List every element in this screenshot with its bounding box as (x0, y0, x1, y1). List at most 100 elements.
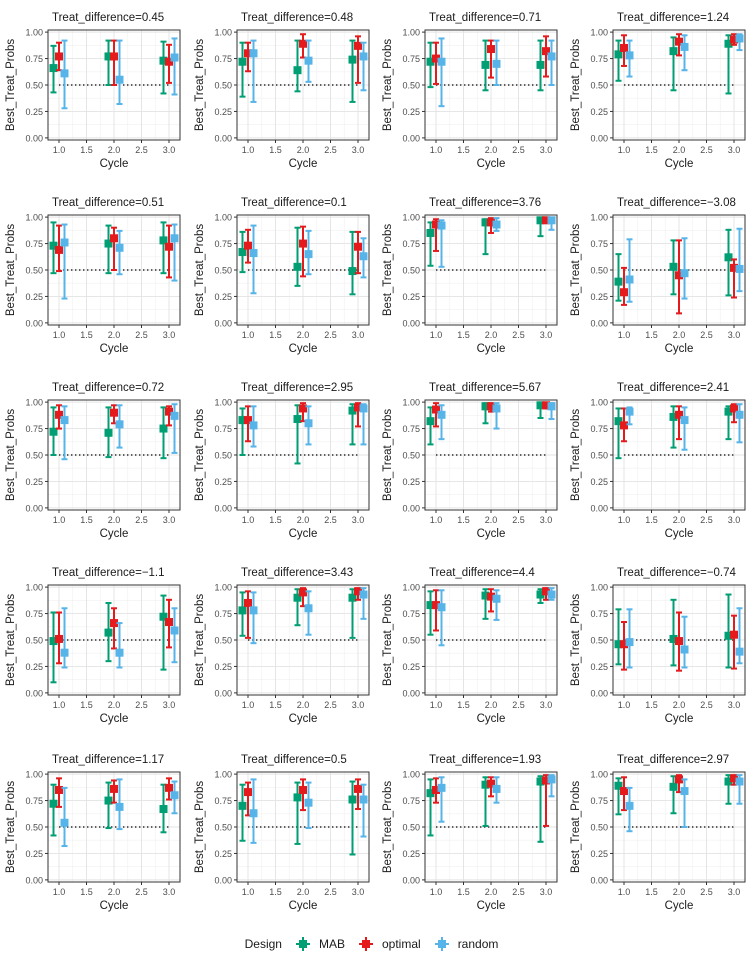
errorbar-optimal (244, 228, 252, 264)
x-tick-label: 1.0 (618, 145, 631, 155)
errorbar-optimal (675, 405, 683, 441)
errorbar-random (437, 219, 446, 268)
x-tick-label: 2.5 (324, 515, 337, 525)
point-optimal (675, 410, 683, 419)
point-mab (426, 57, 435, 66)
errorbar-optimal (432, 589, 440, 632)
y-axis-title: Best_Treat_Probs (194, 39, 206, 132)
x-tick-label: 1.0 (430, 515, 443, 525)
y-tick-label: 0.25 (402, 292, 420, 302)
point-random (170, 53, 179, 62)
y-tick-label: 0.25 (25, 107, 43, 117)
x-tick-label: 1.5 (269, 515, 282, 525)
errorbar-random (547, 587, 556, 601)
errorbar-mab (159, 40, 168, 95)
y-tick-label: 0.50 (214, 823, 232, 833)
point-mab (669, 782, 678, 791)
point-mab (614, 640, 623, 649)
point-random (492, 404, 501, 413)
x-tick-label: 3.0 (728, 515, 741, 525)
point-optimal (542, 216, 550, 225)
point-optimal (55, 52, 63, 61)
errorbar-random (547, 774, 556, 798)
point-random (437, 410, 446, 419)
panel-6: Treat_difference=0.1 0.00 0.25 0.50 0.75 1.00… (194, 197, 370, 355)
errorbar-mab (669, 775, 678, 815)
point-mab (426, 601, 435, 610)
point-optimal (244, 241, 252, 250)
errorbar-random (249, 778, 258, 844)
x-axis-title: Cycle (665, 343, 694, 355)
x-tick-label: 3.0 (352, 145, 365, 155)
panel-5: Treat_difference=0.51 0.00 0.25 0.50 0.75 1.0… (5, 197, 181, 355)
y-tick-label: 0.00 (214, 318, 232, 328)
point-mab (49, 799, 58, 808)
panel-title: Treat_difference=0.48 (241, 12, 353, 24)
x-tick-label: 2.0 (297, 330, 310, 340)
y-axis-title: Best_Treat_Probs (5, 39, 17, 132)
point-optimal (487, 402, 495, 411)
x-tick-label: 1.0 (242, 515, 255, 525)
y-tick-label: 0.25 (25, 849, 43, 859)
errorbar-optimal (299, 225, 307, 278)
errorbar-mab (536, 39, 545, 92)
errorbar-optimal (354, 778, 362, 811)
x-tick-label: 2.5 (135, 145, 148, 155)
point-random (492, 59, 501, 68)
x-axis-title: Cycle (477, 900, 506, 912)
point-optimal (244, 598, 252, 607)
y-axis-title: Best_Treat_Probs (570, 39, 582, 132)
point-random (359, 795, 368, 804)
y-tick-label: 0.25 (214, 292, 232, 302)
errorbar-optimal (675, 611, 683, 672)
panel-7: Treat_difference=3.76 0.00 0.25 0.50 0.75 1.0… (382, 197, 558, 355)
y-tick-label: 1.00 (25, 398, 43, 408)
errorbar-optimal (354, 230, 362, 275)
y-tick-label: 1.00 (590, 770, 608, 780)
errorbar-mab (426, 590, 435, 636)
point-optimal (299, 239, 307, 248)
point-mab (481, 402, 490, 411)
errorbar-optimal (730, 614, 738, 670)
errorbar-random (249, 591, 258, 645)
errorbar-random (115, 778, 124, 831)
panel-title: Treat_difference=1.93 (429, 754, 541, 766)
point-mab (614, 781, 623, 790)
point-random (60, 238, 69, 247)
point-mab (536, 777, 545, 786)
x-tick-label: 3.0 (540, 145, 553, 155)
x-tick-label: 2.0 (297, 515, 310, 525)
errorbar-optimal (675, 239, 683, 315)
errorbar-mab (724, 593, 733, 669)
y-tick-label: 0.50 (214, 451, 232, 461)
errorbar-optimal (244, 41, 252, 73)
panel-title: Treat_difference=−0.74 (617, 567, 737, 579)
y-axis-title: Best_Treat_Probs (570, 409, 582, 502)
errorbar-random (680, 237, 689, 300)
errorbar-random (492, 776, 501, 804)
errorbar-random (115, 404, 124, 449)
y-tick-label: 0.00 (25, 318, 43, 328)
point-optimal (730, 630, 738, 639)
x-axis-title: Cycle (100, 528, 129, 540)
panel-title: Treat_difference=0.45 (52, 12, 164, 24)
panel-title: Treat_difference=4.4 (429, 567, 535, 579)
panel-3: Treat_difference=0.71 0.00 0.25 0.50 0.75 1.0… (382, 12, 558, 170)
x-tick-label: 3.0 (540, 700, 553, 710)
y-tick-label: 0.00 (214, 503, 232, 513)
y-tick-label: 0.25 (25, 477, 43, 487)
point-mab (159, 236, 168, 245)
errorbar-random (170, 780, 179, 815)
errorbar-random (437, 776, 446, 823)
errorbar-optimal (620, 621, 628, 671)
x-tick-label: 1.0 (618, 515, 631, 525)
point-mab (238, 416, 247, 425)
point-mab (293, 262, 302, 271)
x-axis-title: Cycle (100, 713, 129, 725)
point-optimal (55, 634, 63, 643)
y-axis-title: Best_Treat_Probs (382, 224, 394, 317)
panel-title: Treat_difference=−1.1 (52, 567, 165, 579)
x-tick-label: 1.0 (430, 330, 443, 340)
point-random (249, 49, 258, 58)
